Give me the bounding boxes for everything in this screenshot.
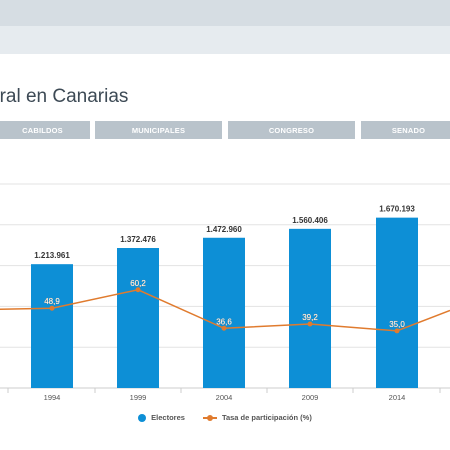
x-tick-label-2004: 2004 — [216, 393, 233, 402]
page-title: oral en Canarias — [0, 86, 129, 107]
tab-municipales[interactable]: MUNICIPALES — [95, 121, 222, 139]
x-tick-label-2014: 2014 — [389, 393, 406, 402]
point-1994 — [49, 305, 55, 311]
bar-label-2004: 1.472.960 — [206, 225, 242, 234]
tab-cabildos[interactable]: CABILDOS — [0, 121, 90, 139]
bar-1999 — [117, 248, 159, 388]
point-2014 — [394, 328, 400, 334]
legend-item-electores[interactable]: Electores — [138, 413, 185, 422]
legend-item-participacion[interactable]: Tasa de participación (%) — [202, 413, 312, 422]
x-tick-label-1999: 1999 — [130, 393, 147, 402]
x-tick-label-2009: 2009 — [302, 393, 319, 402]
tab-congreso[interactable]: CONGRESO — [228, 121, 355, 139]
point-label-2004: 36,6 — [216, 317, 232, 326]
top-nav-bar — [0, 0, 450, 26]
legend-bar-swatch — [138, 413, 147, 422]
point-1999 — [135, 287, 141, 293]
point-2009 — [307, 321, 313, 327]
bar-2009 — [289, 228, 331, 388]
tab-senado[interactable]: SENADO — [361, 121, 450, 139]
sub-nav-bar — [0, 26, 450, 54]
x-tick-label-1994: 1994 — [44, 393, 61, 402]
bar-1994 — [31, 264, 73, 388]
point-label-1994: 48,9 — [44, 297, 60, 306]
electoral-chart: 1.213.961 1.372.476 1.472.960 1.560.406 1.67… — [0, 183, 450, 402]
bar-label-2014: 1.670.193 — [379, 205, 415, 214]
page-title-container: oral en Canarias — [0, 86, 450, 112]
bar-2004 — [203, 237, 245, 388]
legend-label-electores: Electores — [151, 413, 185, 422]
legend-line-swatch — [202, 414, 217, 421]
legend-label-participacion: Tasa de participación (%) — [221, 413, 312, 422]
bar-label-1994: 1.213.961 — [34, 251, 70, 260]
point-label-1999: 60,2 — [130, 279, 146, 288]
point-label-2009: 39,2 — [302, 313, 318, 322]
chart-legend: Electores Tasa de participación (%) — [0, 413, 450, 422]
point-label-2014: 35,0 — [389, 320, 405, 329]
bar-label-2009: 1.560.406 — [292, 216, 328, 225]
point-2004 — [221, 325, 227, 331]
bar-2014 — [376, 217, 418, 388]
bar-label-1999: 1.372.476 — [120, 235, 156, 244]
